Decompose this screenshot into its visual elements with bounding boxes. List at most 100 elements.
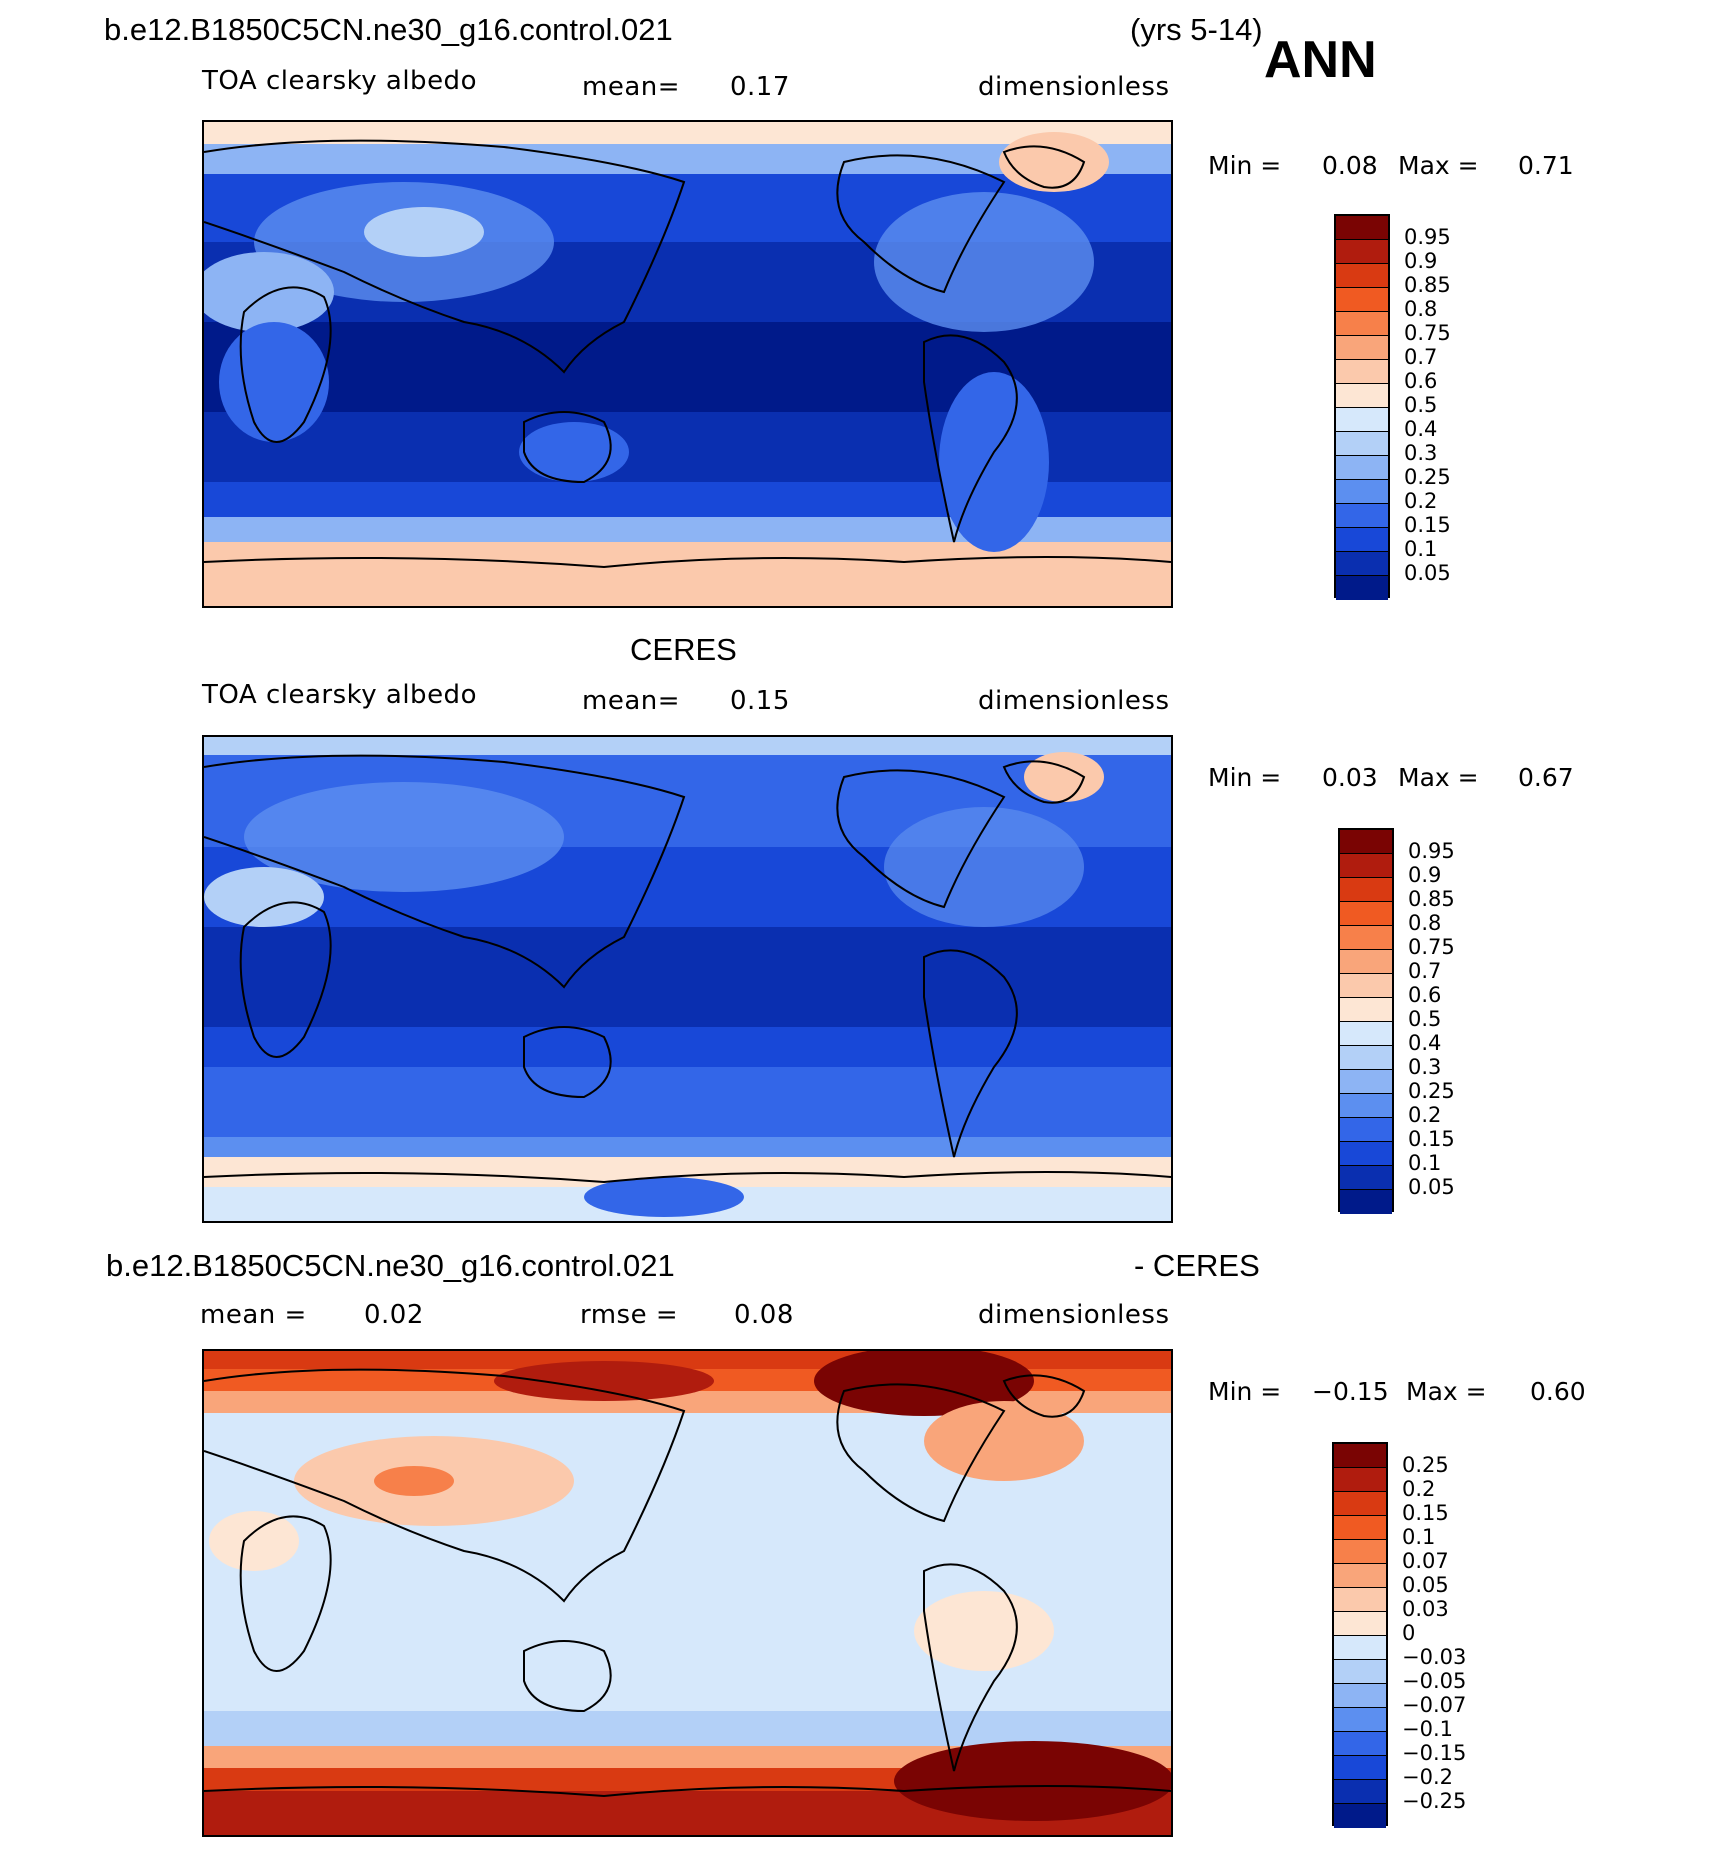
colorbar-swatch (1340, 902, 1392, 926)
colorbar-tick-label: −0.05 (1402, 1669, 1467, 1693)
colorbar-swatch (1340, 878, 1392, 902)
panel1-max-label: Max = (1398, 151, 1479, 180)
colorbar-swatch (1336, 432, 1388, 456)
panel2-min-label: Min = (1208, 763, 1282, 792)
colorbar-swatch (1336, 504, 1388, 528)
panel3-max-value: 0.60 (1530, 1377, 1586, 1406)
colorbar-swatch (1336, 216, 1388, 240)
panel2-max-label: Max = (1398, 763, 1479, 792)
colorbar-swatch (1336, 576, 1388, 600)
panel3-colorbar (1332, 1442, 1388, 1828)
colorbar-swatch (1340, 854, 1392, 878)
colorbar-tick-label: 0.5 (1408, 1007, 1442, 1031)
panel3-max-label: Max = (1406, 1377, 1487, 1406)
colorbar-swatch (1334, 1684, 1386, 1708)
colorbar-tick-label: 0.9 (1408, 863, 1442, 887)
panel3-map (202, 1349, 1173, 1837)
colorbar-tick-label: 0.05 (1402, 1573, 1449, 1597)
colorbar-tick-label: 0.15 (1402, 1501, 1449, 1525)
panel2-colorbar (1338, 828, 1394, 1214)
case-title: b.e12.B1850C5CN.ne30_g16.control.021 (104, 12, 673, 47)
colorbar-tick-label: 0.25 (1402, 1453, 1449, 1477)
colorbar-tick-label: −0.07 (1402, 1693, 1467, 1717)
panel3-units: dimensionless (978, 1300, 1170, 1330)
panel3-title-left: b.e12.B1850C5CN.ne30_g16.control.021 (106, 1248, 675, 1283)
colorbar-tick-label: 0.5 (1404, 393, 1438, 417)
colorbar-swatch (1340, 1118, 1392, 1142)
panel1-max-value: 0.71 (1518, 151, 1574, 180)
colorbar-tick-label: 0.8 (1404, 297, 1438, 321)
colorbar-swatch (1334, 1732, 1386, 1756)
panel2-max-value: 0.67 (1518, 763, 1574, 792)
colorbar-swatch (1340, 1094, 1392, 1118)
season-label: ANN (1264, 31, 1377, 89)
panel2-variable: TOA clearsky albedo (202, 680, 477, 710)
panel3-min-value: −0.15 (1312, 1377, 1389, 1406)
panel2-map (202, 735, 1173, 1223)
colorbar-swatch (1334, 1492, 1386, 1516)
colorbar-tick-label: 0.3 (1408, 1055, 1442, 1079)
colorbar-tick-label: 0.4 (1408, 1031, 1442, 1055)
colorbar-tick-label: 0.85 (1408, 887, 1455, 911)
colorbar-tick-label: 0.6 (1408, 983, 1442, 1007)
colorbar-tick-label: 0.7 (1408, 959, 1442, 983)
colorbar-swatch (1340, 1190, 1392, 1214)
panel2-min-value: 0.03 (1322, 763, 1378, 792)
panel1-min-label: Min = (1208, 151, 1282, 180)
colorbar-swatch (1340, 1166, 1392, 1190)
years-label: (yrs 5-14) (1130, 12, 1263, 47)
panel3-rmse-label: rmse = (580, 1300, 679, 1330)
colorbar-tick-label: 0.2 (1402, 1477, 1436, 1501)
colorbar-swatch (1334, 1756, 1386, 1780)
colorbar-tick-label: 0.1 (1408, 1151, 1442, 1175)
colorbar-tick-label: −0.15 (1402, 1741, 1467, 1765)
colorbar-tick-label: −0.25 (1402, 1789, 1467, 1813)
colorbar-swatch (1334, 1564, 1386, 1588)
colorbar-swatch (1336, 528, 1388, 552)
colorbar-swatch (1340, 926, 1392, 950)
colorbar-swatch (1334, 1636, 1386, 1660)
colorbar-tick-label: 0.7 (1404, 345, 1438, 369)
colorbar-swatch (1336, 264, 1388, 288)
panel3-min-label: Min = (1208, 1377, 1282, 1406)
colorbar-swatch (1334, 1516, 1386, 1540)
colorbar-swatch (1336, 336, 1388, 360)
colorbar-tick-label: 0 (1402, 1621, 1416, 1645)
colorbar-swatch (1334, 1588, 1386, 1612)
colorbar-tick-label: 0.05 (1404, 561, 1451, 585)
colorbar-swatch (1334, 1780, 1386, 1804)
colorbar-swatch (1334, 1708, 1386, 1732)
colorbar-tick-label: 0.4 (1404, 417, 1438, 441)
colorbar-swatch (1340, 1022, 1392, 1046)
colorbar-tick-label: 0.95 (1408, 839, 1455, 863)
colorbar-tick-label: 0.85 (1404, 273, 1451, 297)
colorbar-swatch (1334, 1444, 1386, 1468)
colorbar-swatch (1334, 1540, 1386, 1564)
panel3-rmse-value: 0.08 (734, 1300, 794, 1330)
panel1-colorbar (1334, 214, 1390, 600)
colorbar-swatch (1334, 1612, 1386, 1636)
colorbar-tick-label: 0.8 (1408, 911, 1442, 935)
colorbar-tick-label: 0.03 (1402, 1597, 1449, 1621)
colorbar-swatch (1336, 552, 1388, 576)
colorbar-tick-label: 0.75 (1408, 935, 1455, 959)
panel1-mean-label: mean= (582, 72, 681, 102)
panel2-title: CERES (630, 632, 737, 667)
colorbar-tick-label: 0.1 (1402, 1525, 1436, 1549)
panel2-mean-value: 0.15 (730, 686, 790, 716)
colorbar-tick-label: 0.2 (1404, 489, 1438, 513)
panel3-mean-value: 0.02 (364, 1300, 424, 1330)
colorbar-tick-label: 0.6 (1404, 369, 1438, 393)
colorbar-tick-label: −0.03 (1402, 1645, 1467, 1669)
colorbar-swatch (1336, 360, 1388, 384)
colorbar-tick-label: 0.07 (1402, 1549, 1449, 1573)
panel1-mean-value: 0.17 (730, 72, 790, 102)
colorbar-swatch (1336, 288, 1388, 312)
colorbar-tick-label: −0.2 (1402, 1765, 1453, 1789)
colorbar-swatch (1334, 1468, 1386, 1492)
colorbar-swatch (1336, 408, 1388, 432)
panel2-units: dimensionless (978, 686, 1170, 716)
panel3-mean-label: mean = (200, 1300, 307, 1330)
colorbar-tick-label: 0.25 (1404, 465, 1451, 489)
colorbar-swatch (1340, 974, 1392, 998)
